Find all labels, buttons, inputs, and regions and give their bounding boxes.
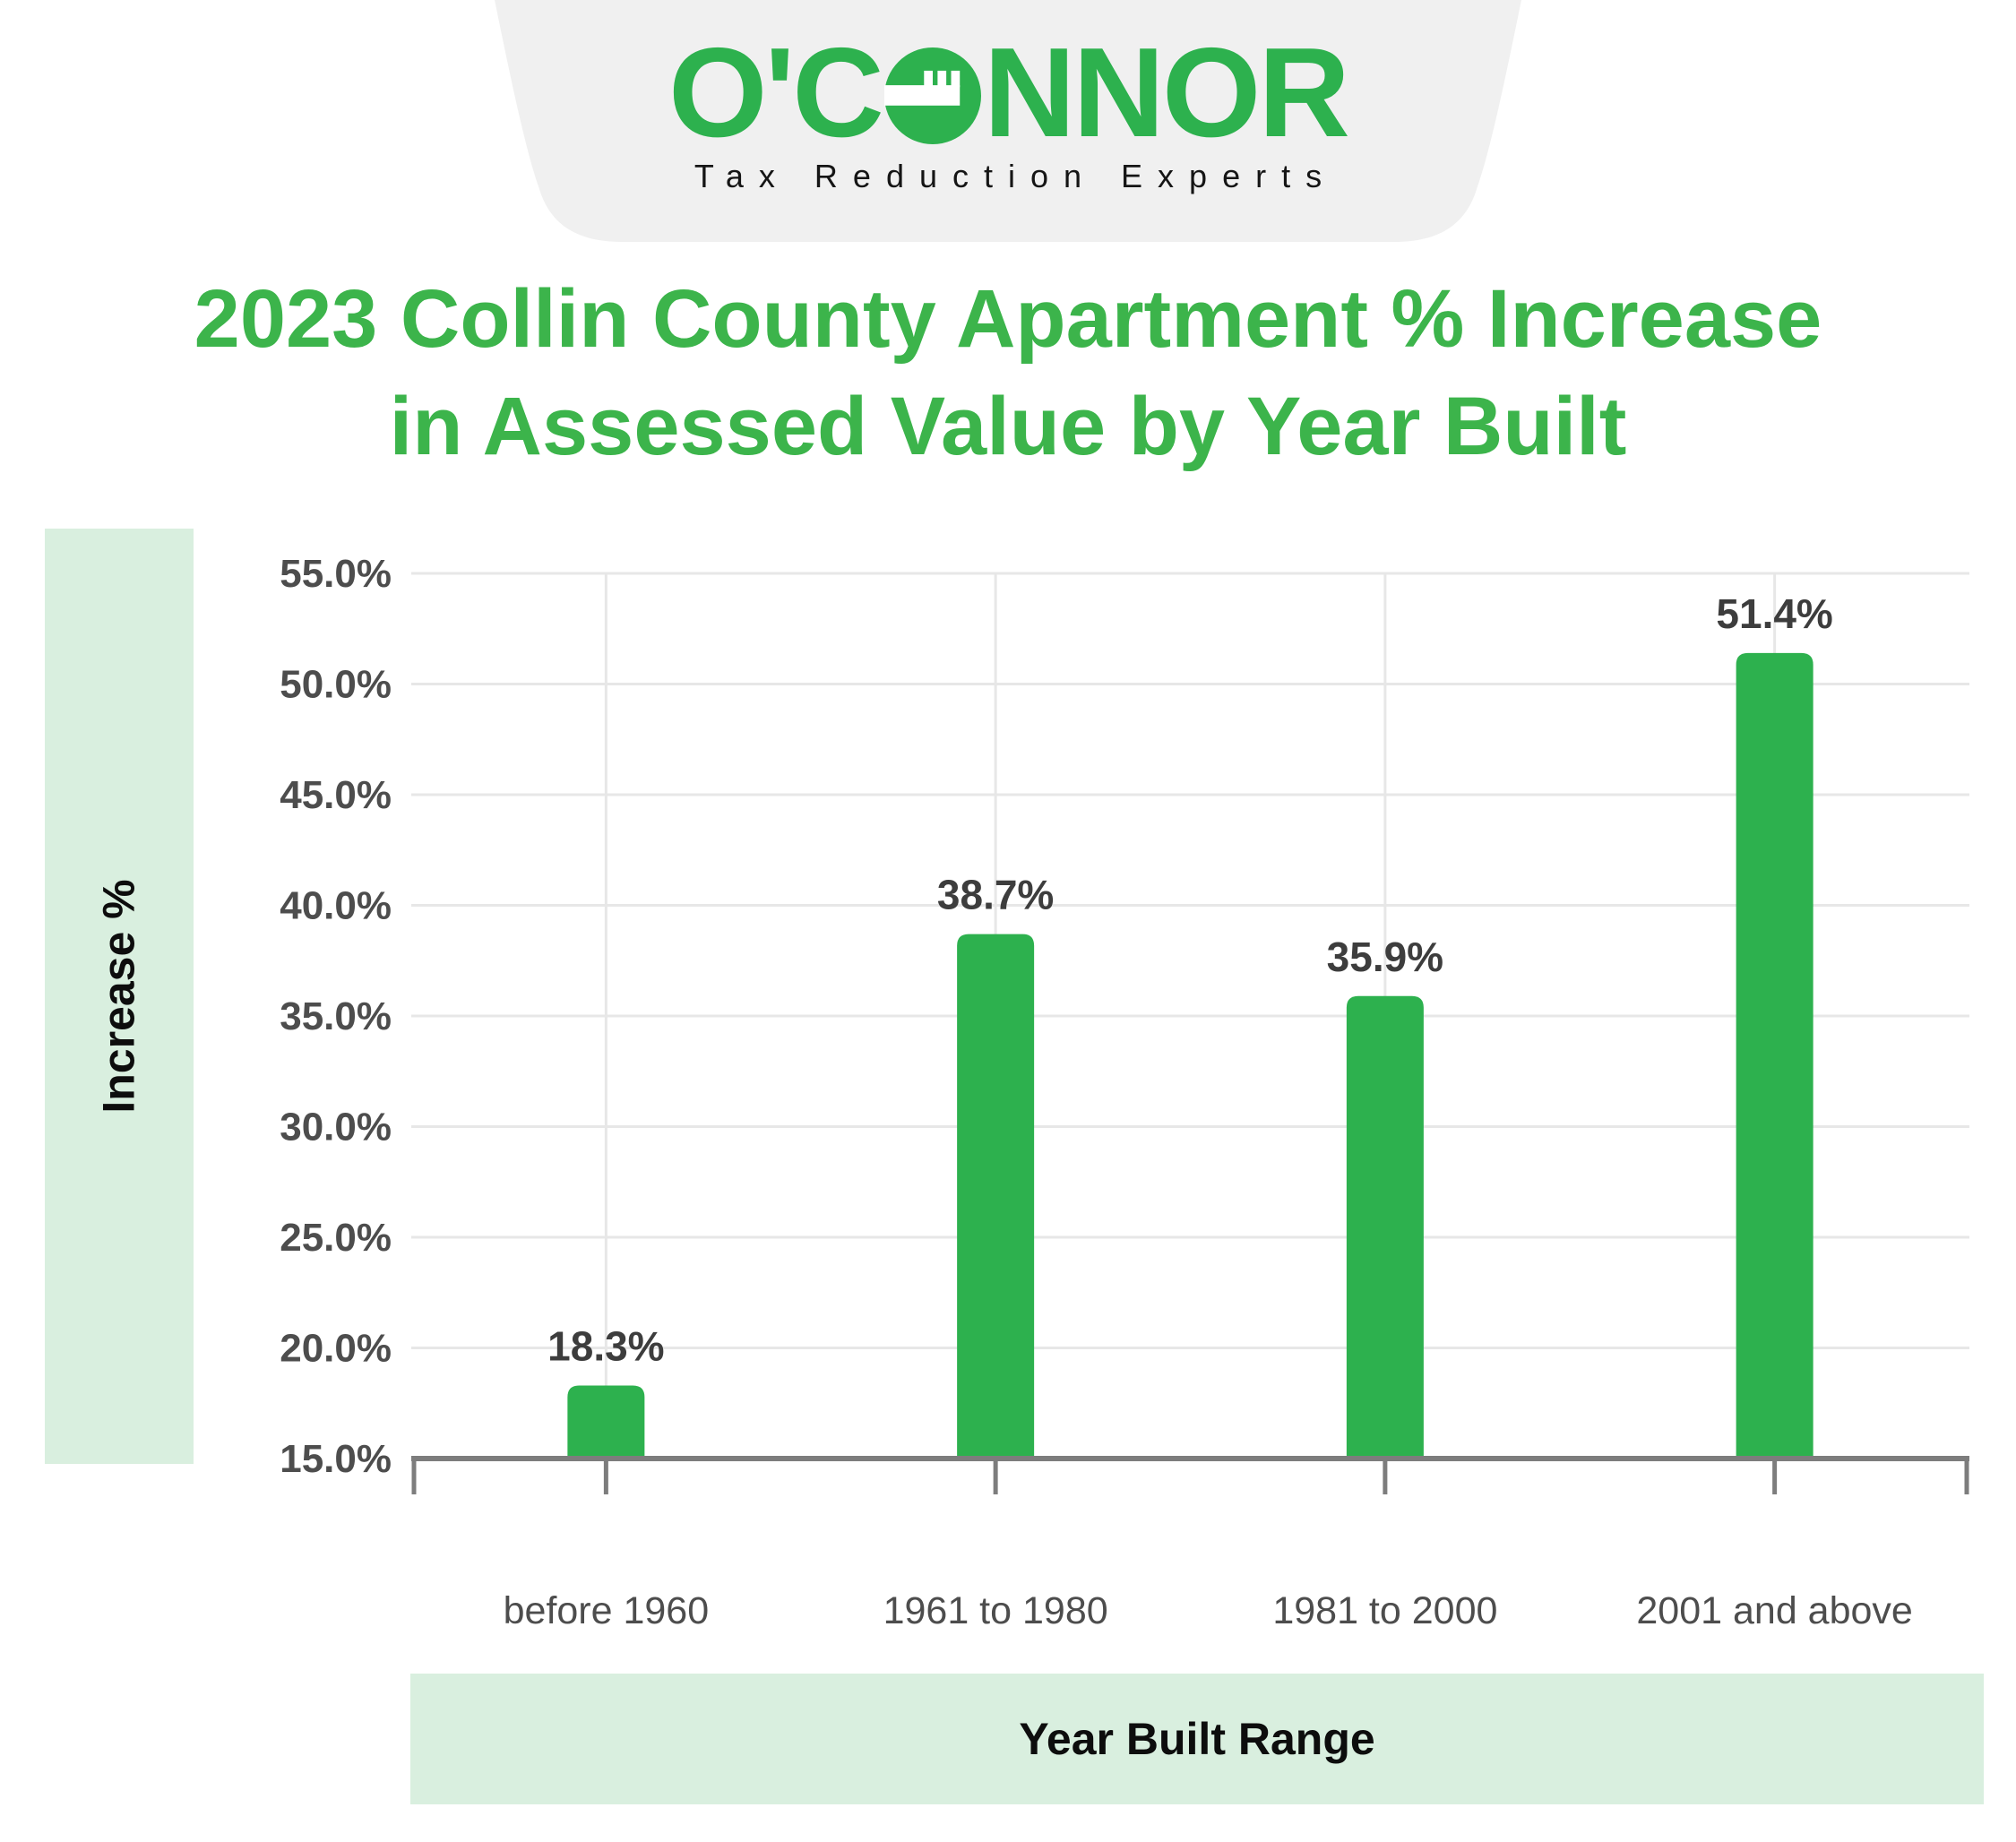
bar-value-label: 18.3%	[547, 1322, 664, 1369]
bar-value-label: 35.9%	[1327, 934, 1443, 980]
y-tick-label: 45.0%	[280, 773, 392, 817]
y-tick-label: 35.0%	[280, 994, 392, 1038]
x-axis-label-band: Year Built Range	[410, 1674, 1984, 1804]
key-o-icon	[883, 47, 981, 144]
y-tick-label: 15.0%	[280, 1437, 392, 1481]
header-badge-shape	[495, 0, 1521, 242]
x-axis-label: Year Built Range	[1019, 1714, 1375, 1764]
bar-value-label: 51.4%	[1716, 590, 1832, 637]
x-tick-label: before 1960	[504, 1589, 710, 1632]
x-tick-label: 1981 to 2000	[1272, 1589, 1497, 1632]
x-tick-label: 2001 and above	[1636, 1589, 1912, 1632]
y-tick-label: 30.0%	[280, 1106, 392, 1149]
bar	[957, 934, 1035, 1459]
y-axis-label: Increase %	[94, 879, 144, 1114]
bar	[567, 1385, 645, 1459]
logo-text-prefix: O'C	[668, 22, 884, 164]
chart-title-line2: in Assessed Value by Year Built	[389, 381, 1627, 472]
logo: O'C NNOR	[495, 22, 1521, 164]
chart-title: 2023 Collin County Apartment % Increase …	[0, 265, 2016, 480]
y-tick-label: 20.0%	[280, 1327, 392, 1371]
logo-text-suffix: NNOR	[983, 22, 1350, 164]
badge-background	[495, 0, 1521, 242]
logo-tagline: Tax Reduction Experts	[694, 158, 1338, 194]
y-tick-label: 50.0%	[280, 663, 392, 707]
x-tick-label: 1961 to 1980	[883, 1589, 1108, 1632]
bar	[1346, 995, 1424, 1459]
y-tick-label: 25.0%	[280, 1216, 392, 1260]
y-axis-label-band: Increase %	[45, 529, 194, 1464]
bar-value-label: 38.7%	[937, 872, 1054, 918]
y-tick-label: 55.0%	[280, 552, 392, 596]
y-tick-label: 40.0%	[280, 884, 392, 928]
chart-title-line1: 2023 Collin County Apartment % Increase	[194, 273, 1822, 365]
bar	[1736, 652, 1814, 1459]
